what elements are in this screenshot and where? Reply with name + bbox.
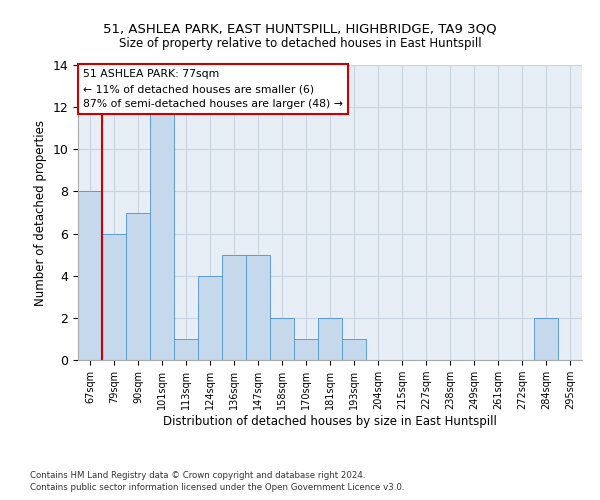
- X-axis label: Distribution of detached houses by size in East Huntspill: Distribution of detached houses by size …: [163, 415, 497, 428]
- Bar: [246, 254, 270, 360]
- Text: Contains HM Land Registry data © Crown copyright and database right 2024.: Contains HM Land Registry data © Crown c…: [30, 470, 365, 480]
- Text: 51 ASHLEA PARK: 77sqm
← 11% of detached houses are smaller (6)
87% of semi-detac: 51 ASHLEA PARK: 77sqm ← 11% of detached …: [83, 70, 343, 109]
- Text: Size of property relative to detached houses in East Huntspill: Size of property relative to detached ho…: [119, 38, 481, 51]
- Bar: [126, 212, 150, 360]
- Bar: [78, 192, 102, 360]
- Y-axis label: Number of detached properties: Number of detached properties: [34, 120, 47, 306]
- Bar: [294, 339, 318, 360]
- Bar: [102, 234, 126, 360]
- Bar: [318, 318, 342, 360]
- Bar: [198, 276, 222, 360]
- Bar: [534, 318, 558, 360]
- Bar: [222, 254, 246, 360]
- Text: Contains public sector information licensed under the Open Government Licence v3: Contains public sector information licen…: [30, 483, 404, 492]
- Bar: [342, 339, 366, 360]
- Bar: [270, 318, 294, 360]
- Bar: [174, 339, 198, 360]
- Bar: [150, 107, 174, 360]
- Text: 51, ASHLEA PARK, EAST HUNTSPILL, HIGHBRIDGE, TA9 3QQ: 51, ASHLEA PARK, EAST HUNTSPILL, HIGHBRI…: [103, 22, 497, 36]
